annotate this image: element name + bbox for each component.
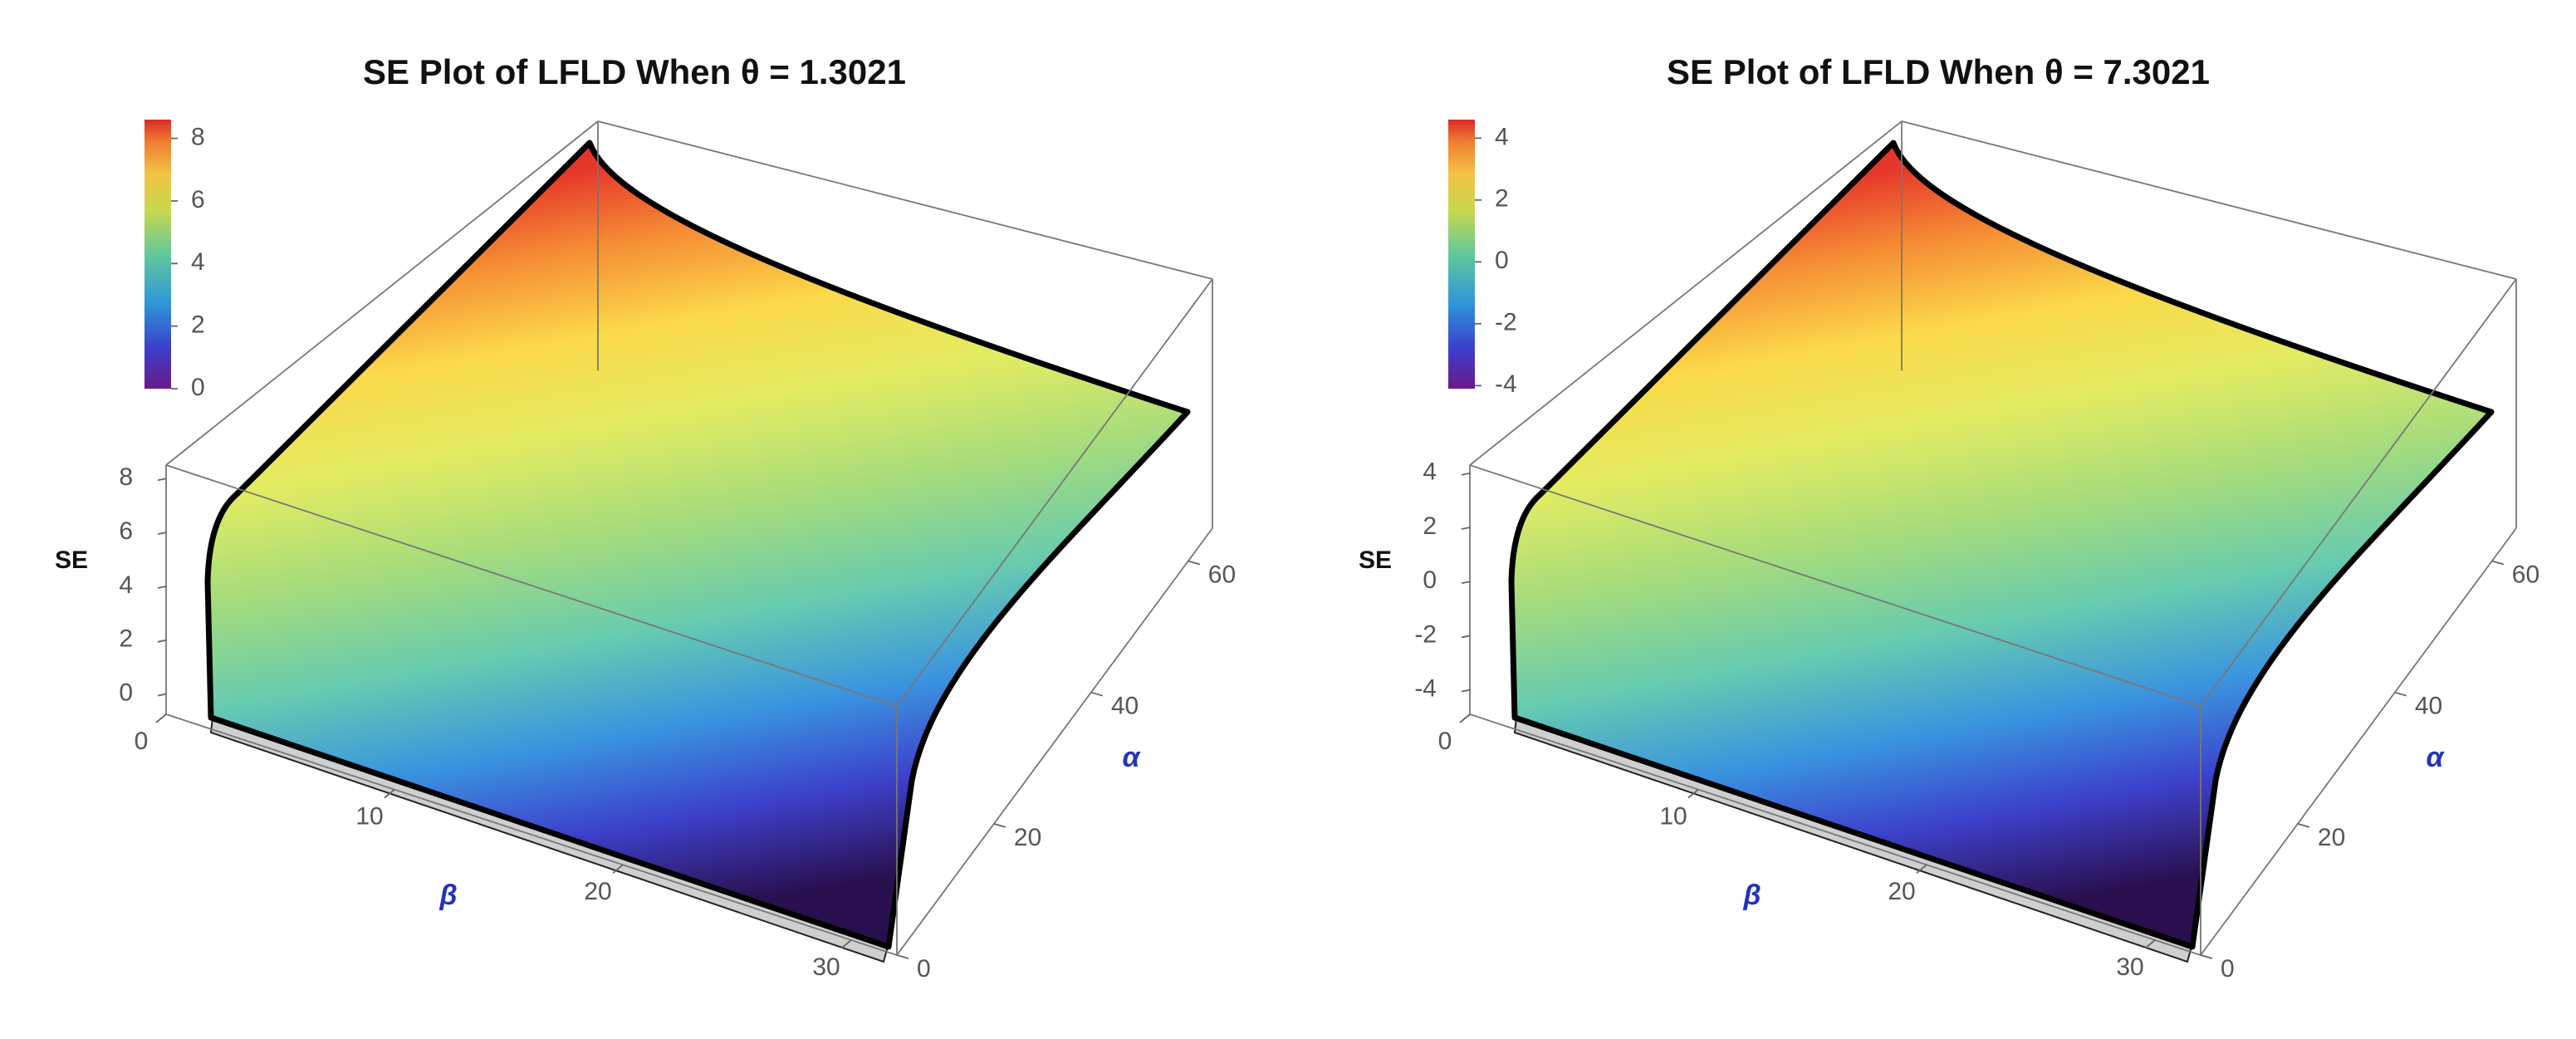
x-tick (155, 713, 167, 723)
box-edge (1469, 464, 2201, 707)
x-tick-label: 0 (1438, 728, 1452, 755)
chart-title: SE Plot of LFLD When θ = 7.3021 (1667, 52, 2210, 91)
x-tick-label: 30 (812, 953, 840, 981)
z-tick-label: 2 (1423, 512, 1437, 540)
z-tick-label: 2 (119, 625, 133, 653)
box-edge (896, 527, 1213, 956)
z-tick (1461, 635, 1471, 639)
box-edge (165, 713, 898, 956)
colorbar (1448, 120, 1475, 389)
x-tick (612, 864, 624, 874)
y-tick (896, 954, 909, 959)
z-tick-label: 4 (119, 571, 133, 599)
x-tick-label: 20 (584, 878, 611, 905)
x-tick (1687, 788, 1699, 799)
y-tick-label: 60 (1208, 561, 1236, 588)
z-tick (157, 586, 167, 589)
surface (204, 140, 1191, 963)
box-edge (2200, 527, 2517, 956)
x-tick-label: 10 (355, 803, 383, 831)
x-tick (840, 939, 852, 949)
z-tick (157, 532, 167, 535)
colorbar-tick-label: 0 (191, 374, 205, 401)
z-tick-label: 4 (1423, 458, 1437, 486)
z-tick-label: -4 (1414, 675, 1437, 703)
colorbar-tick-label: 2 (1495, 185, 1509, 213)
z-tick-label: -2 (1414, 620, 1437, 648)
colorbar (144, 120, 171, 389)
y-tick (2200, 954, 2213, 959)
surface (204, 140, 1191, 950)
x-tick (1459, 713, 1471, 723)
box-edge (597, 120, 1213, 280)
colorbar-tick-label: -2 (1495, 309, 1517, 336)
y-tick-label: 20 (2318, 824, 2345, 851)
y-tick-label: 40 (1111, 693, 1139, 720)
x-tick (2144, 939, 2156, 949)
colorbar-tick-label: 2 (191, 311, 205, 339)
colorbar-tick-label: 0 (1495, 247, 1509, 274)
z-tick-label: 0 (1423, 566, 1437, 594)
colorbar-tick-label: 6 (191, 186, 205, 213)
x-tick (384, 788, 395, 799)
colorbar-tick-label: 8 (191, 124, 205, 151)
colorbar-tick-label: -4 (1495, 370, 1517, 398)
y-tick (1188, 560, 1201, 566)
box-edge (1469, 713, 2201, 956)
y-axis-label: α (2426, 742, 2445, 773)
y-axis-label: α (1122, 742, 1141, 773)
y-tick-label: 40 (2415, 693, 2442, 720)
z-axis-label: SE (55, 546, 88, 574)
panel: SE Plot of LFLD When θ = 1.3021 0 2 4 6 8 0 2 4 6… (55, 52, 1236, 983)
colorbar-tick-label: 4 (191, 248, 205, 276)
surface (1508, 140, 2495, 950)
colorbar-tick-label: 4 (1495, 123, 1509, 150)
x-axis-label: β (438, 880, 457, 911)
x-tick-label: 30 (2116, 953, 2143, 981)
panel: SE Plot of LFLD When θ = 7.3021 -4 -2 0 2 4 -4… (1359, 52, 2539, 983)
y-tick-label: 0 (917, 955, 931, 983)
y-tick (2491, 560, 2505, 566)
z-axis-label: SE (1359, 546, 1392, 574)
box-edge (2200, 278, 2517, 707)
y-tick (2297, 822, 2310, 828)
z-tick-label: 0 (119, 679, 133, 707)
surface (1508, 140, 2495, 963)
y-tick (2394, 691, 2407, 697)
box-edge (165, 120, 599, 466)
z-tick (1461, 472, 1471, 476)
z-tick (1461, 581, 1471, 585)
y-tick-label: 0 (2221, 955, 2235, 983)
x-tick-label: 0 (135, 728, 149, 755)
box-edge (896, 278, 1213, 707)
y-tick-label: 60 (2512, 561, 2539, 588)
z-tick-label: 8 (119, 463, 133, 491)
y-tick (1090, 691, 1104, 697)
z-tick (157, 478, 167, 482)
chart-title: SE Plot of LFLD When θ = 1.3021 (363, 52, 906, 91)
z-tick (1461, 689, 1471, 693)
box-edge (165, 464, 898, 707)
x-tick (1916, 864, 1927, 874)
box-edge (1901, 120, 2517, 280)
z-tick (1461, 527, 1471, 530)
box-edge (1469, 120, 1903, 466)
z-tick (157, 639, 167, 643)
x-tick-label: 10 (1659, 803, 1687, 831)
z-tick (157, 693, 167, 697)
x-axis-label: β (1742, 880, 1761, 911)
x-tick-label: 20 (1888, 878, 1915, 905)
z-tick-label: 6 (119, 517, 133, 545)
y-tick (993, 822, 1006, 828)
y-tick-label: 20 (1014, 824, 1041, 851)
